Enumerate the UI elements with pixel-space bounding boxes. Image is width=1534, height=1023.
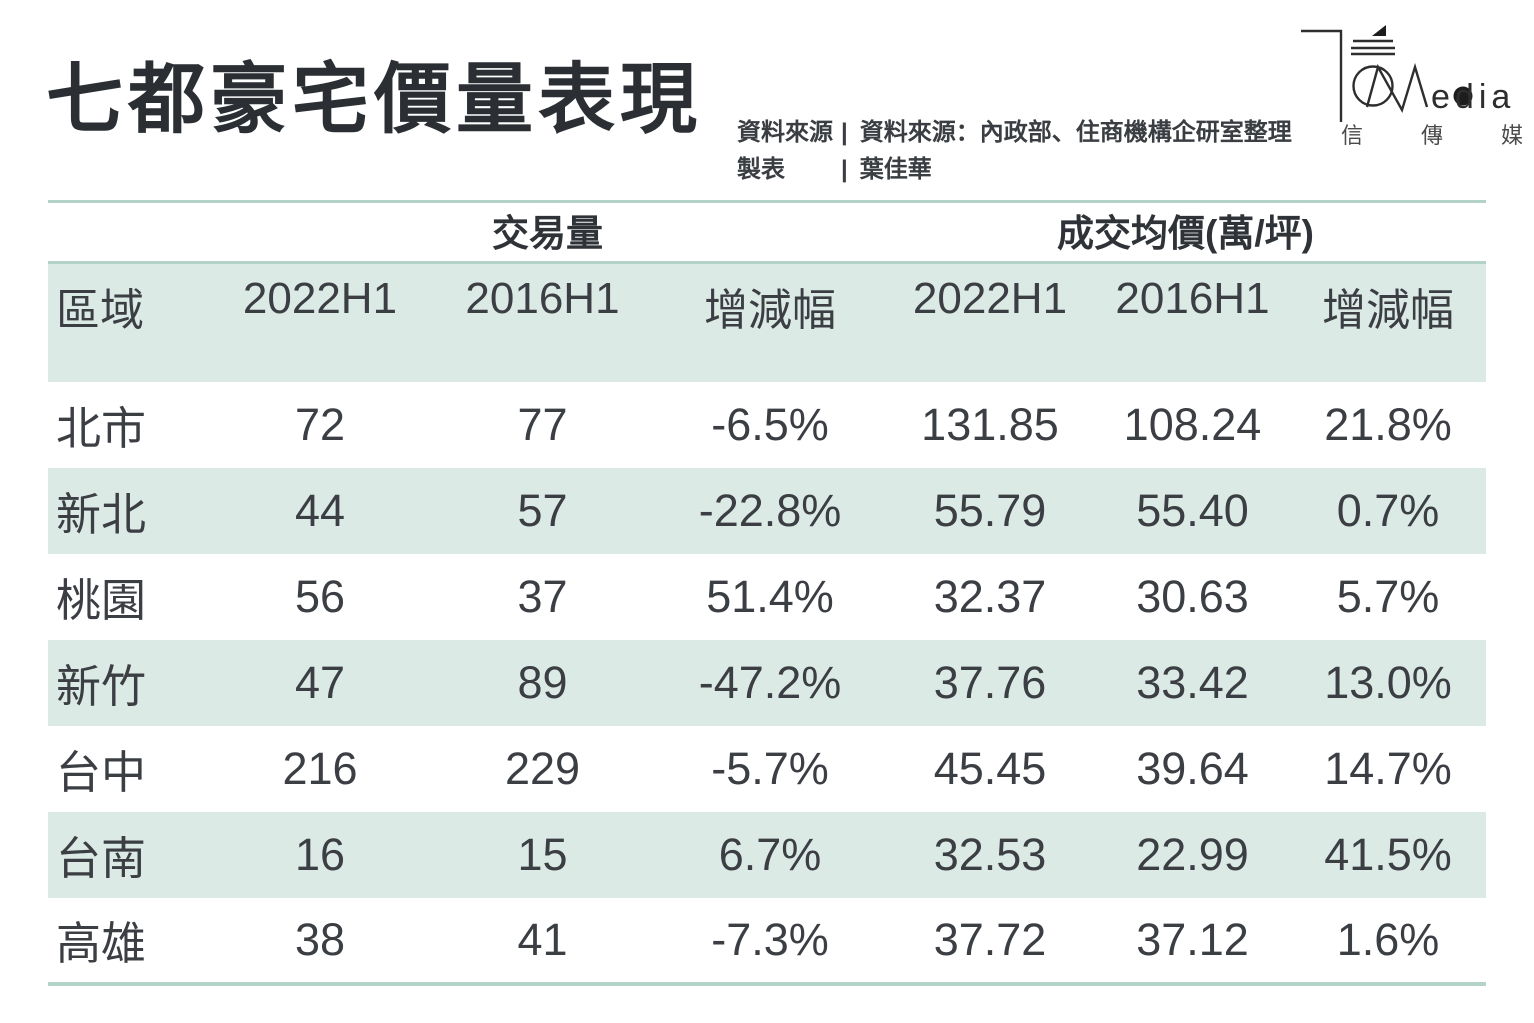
group-header-empty xyxy=(48,201,210,264)
page-title: 七都豪宅價量表現 xyxy=(46,57,702,143)
cell-vol-2016: 89 xyxy=(517,656,568,708)
author-label: 製表 xyxy=(737,156,785,183)
cell-price-change: 41.5% xyxy=(1324,828,1452,880)
cell-price-2016: 30.63 xyxy=(1136,570,1249,622)
logo-d-bowl xyxy=(1453,86,1473,106)
cell-vol-change: -7.3% xyxy=(711,913,829,965)
table-row-taichung: 台中 216 229 -5.7% 45.45 39.64 14.7% xyxy=(48,726,1486,812)
cell-vol-change: -47.2% xyxy=(698,656,842,708)
logo-m-shape xyxy=(1365,62,1429,114)
cell-region: 新北 xyxy=(56,489,147,540)
cmmedia-logo-icon: edia 信傳媒 xyxy=(1301,25,1533,148)
logo-cjk-text: 信傳媒 xyxy=(1341,123,1533,148)
cell-price-change: 13.0% xyxy=(1324,656,1452,708)
cell-price-change: 5.7% xyxy=(1336,570,1440,622)
cell-vol-2016: 37 xyxy=(517,570,568,622)
logo-flag-icon xyxy=(1372,25,1386,36)
logo-c-circle xyxy=(1352,65,1394,107)
cell-price-2022: 32.53 xyxy=(933,828,1047,880)
column-header-row: 區域 2022H1 2016H1 增減幅 2022H1 2016H1 增減幅 xyxy=(48,262,1487,382)
cell-vol-2016: 229 xyxy=(504,742,581,794)
cell-vol-2022: 38 xyxy=(294,913,346,965)
cell-vol-2022: 72 xyxy=(294,398,346,450)
cell-vol-change: -5.7% xyxy=(711,742,829,794)
col-header-price-2016: 2016H1 xyxy=(1095,262,1290,382)
cell-region: 高雄 xyxy=(56,918,147,969)
cell-price-2016: 22.99 xyxy=(1136,828,1249,880)
logo-latin-text: edia xyxy=(1431,78,1515,116)
cell-vol-2016: 41 xyxy=(517,913,568,965)
table-row-taoyuan: 桃園 56 37 51.4% 32.37 30.63 5.7% xyxy=(48,554,1486,640)
source-label: 資料來源 xyxy=(737,119,833,146)
cmmedia-logo: edia 信傳媒 xyxy=(1293,4,1533,154)
cell-price-2016: 55.40 xyxy=(1136,484,1249,536)
cell-price-2022: 55.79 xyxy=(933,484,1047,536)
source-value: 資料來源：內政部、住商機構企研室整理 xyxy=(859,119,1292,146)
table-row-newtaipei: 新北 44 57 -22.8% 55.79 55.40 0.7% xyxy=(48,467,1487,554)
cell-vol-2016: 57 xyxy=(517,484,568,536)
cell-price-2022: 32.37 xyxy=(933,570,1047,622)
cell-region: 新竹 xyxy=(56,661,147,712)
cell-region: 北市 xyxy=(56,403,147,454)
cell-price-change: 21.8% xyxy=(1324,398,1452,450)
cell-price-change: 0.7% xyxy=(1336,484,1440,536)
table-row-tainan: 台南 16 15 6.7% 32.53 22.99 41.5% xyxy=(48,811,1487,898)
source-row-author: 製表 | 葉佳華 xyxy=(737,151,1292,188)
author-separator: | xyxy=(841,156,848,183)
group-header-price: 成交均價(萬/坪) xyxy=(885,201,1487,264)
source-row-data: 資料來源 | 資料來源：內政部、住商機構企研室整理 xyxy=(737,114,1292,151)
cell-price-2016: 33.42 xyxy=(1136,656,1249,708)
price-volume-table: 交易量 成交均價(萬/坪) 區域 2022H1 2016H1 增減幅 2022H… xyxy=(48,200,1487,986)
cell-vol-2022: 56 xyxy=(294,570,346,622)
col-header-price-change: 增減幅 xyxy=(1290,262,1487,382)
cell-price-2022: 45.45 xyxy=(933,742,1047,794)
cell-price-2016: 108.24 xyxy=(1123,398,1262,450)
cell-price-2022: 131.85 xyxy=(921,398,1059,450)
cell-region: 桃園 xyxy=(56,575,147,626)
logo-radical-strokes xyxy=(1301,29,1395,122)
cell-vol-2022: 216 xyxy=(282,742,358,794)
cell-vol-2016: 77 xyxy=(517,398,568,450)
source-separator: | xyxy=(841,119,848,146)
cell-price-change: 1.6% xyxy=(1336,913,1440,965)
col-header-region: 區域 xyxy=(48,262,210,382)
col-header-vol-change: 增減幅 xyxy=(655,262,885,382)
cell-vol-2022: 44 xyxy=(294,484,346,536)
author-value: 葉佳華 xyxy=(859,156,932,183)
table-row-taipei: 北市 72 77 -6.5% 131.85 108.24 21.8% xyxy=(48,382,1486,468)
cell-price-2022: 37.72 xyxy=(933,913,1047,965)
cell-vol-2022: 16 xyxy=(294,828,346,880)
cell-region: 台南 xyxy=(56,833,147,884)
cell-vol-2016: 15 xyxy=(517,828,568,880)
cell-region: 台中 xyxy=(56,747,147,798)
cell-vol-2022: 47 xyxy=(294,656,346,708)
logo-vertical-stroke xyxy=(1301,29,1343,122)
col-header-vol-2016: 2016H1 xyxy=(430,262,655,382)
group-header-volume: 交易量 xyxy=(210,201,885,264)
cell-price-change: 14.7% xyxy=(1324,742,1452,794)
cell-vol-change: 51.4% xyxy=(706,570,834,622)
cell-vol-change: 6.7% xyxy=(718,828,822,880)
source-block: 資料來源 | 資料來源：內政部、住商機構企研室整理 製表 | 葉佳華 xyxy=(737,114,1292,188)
cell-price-2022: 37.76 xyxy=(933,656,1047,708)
cell-vol-change: -22.8% xyxy=(698,484,842,536)
col-header-price-2022: 2022H1 xyxy=(885,262,1095,382)
col-header-vol-2022: 2022H1 xyxy=(210,262,430,382)
table-row-kaohsiung: 高雄 38 41 -7.3% 37.72 37.12 1.6% xyxy=(48,898,1486,984)
cell-price-2016: 37.12 xyxy=(1136,913,1249,965)
group-header-row: 交易量 成交均價(萬/坪) xyxy=(48,201,1487,264)
table-row-hsinchu: 新竹 47 89 -47.2% 37.76 33.42 13.0% xyxy=(48,639,1487,726)
cell-price-2016: 39.64 xyxy=(1136,742,1249,794)
cell-vol-change: -6.5% xyxy=(711,398,829,450)
